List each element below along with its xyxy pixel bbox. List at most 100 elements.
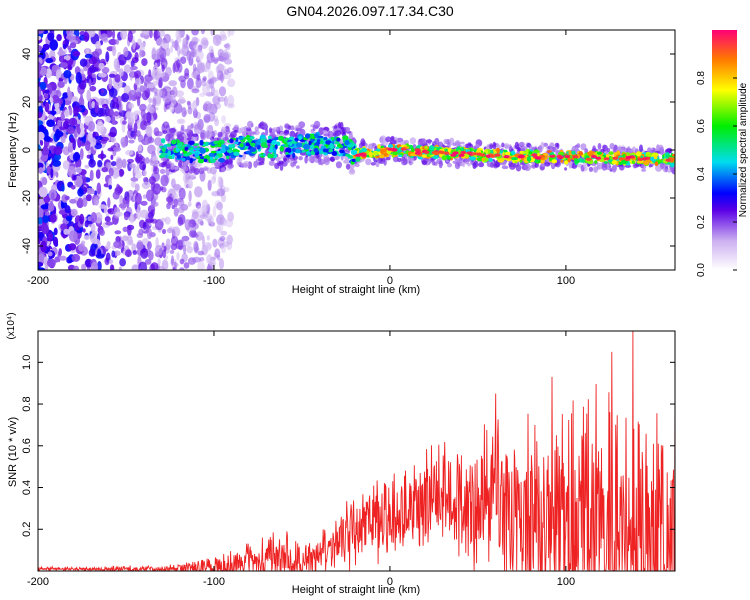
spectrogram-noise-cell	[176, 59, 181, 69]
spectrogram-noise-cell	[208, 45, 214, 54]
spectrogram-band-halo	[242, 152, 246, 160]
spectrogram-noise-cell	[134, 70, 142, 79]
spectrogram-band-cell	[511, 157, 518, 161]
spectrogram-noise-cell	[225, 218, 234, 228]
spectrogram-noise-cell	[41, 224, 49, 235]
spectrogram-band-cell	[608, 151, 614, 155]
spectrogram-noise-cell	[118, 266, 122, 270]
spectrogram-band-cell	[424, 146, 428, 149]
spectrogram-noise-cell	[141, 58, 148, 67]
spectrogram-band-cell	[319, 140, 324, 145]
spectrogram-band-halo	[385, 157, 391, 161]
spectrogram-band-cell	[350, 143, 355, 148]
spectrogram-noise-cell	[46, 119, 55, 127]
spectrogram-noise-cell	[142, 169, 147, 177]
spectrogram-noise-cell	[138, 228, 144, 236]
spectrogram-y-tick-label: 40	[21, 48, 33, 60]
spectrogram-band-cell	[496, 147, 500, 154]
spectrogram-marks	[38, 30, 675, 270]
spectrogram-noise-cell	[134, 156, 142, 163]
spectrogram-noise-cell	[120, 30, 127, 40]
spectrogram-noise-cell	[65, 30, 70, 35]
spectrogram-noise-cell	[224, 42, 231, 51]
spectrogram-noise-cell	[195, 77, 202, 88]
spectrogram-noise-cell	[40, 240, 47, 253]
spectrogram-noise-cell	[160, 174, 169, 187]
spectrogram-noise-cell	[206, 235, 210, 241]
spectrogram-noise-cell	[148, 250, 154, 261]
spectrogram-noise-cell	[43, 215, 49, 224]
spectrogram-band-halo	[464, 159, 470, 165]
spectrogram-band-halo	[258, 122, 265, 127]
spectrogram-noise-cell	[132, 40, 136, 50]
spectrogram-peak-cell	[637, 157, 644, 161]
spectrogram-noise-cell	[128, 139, 135, 144]
spectrogram-band-cell	[335, 146, 340, 150]
spectrogram-noise-cell	[100, 150, 104, 161]
spectrogram-band-halo	[518, 141, 525, 148]
spectrogram-band-halo	[401, 158, 408, 166]
spectrogram-noise-cell	[111, 250, 116, 258]
spectrogram-band-halo	[166, 163, 171, 169]
spectrogram-peak-cell	[603, 157, 610, 161]
spectrogram-band-cell	[171, 153, 175, 160]
spectrogram-noise-cell	[108, 184, 112, 190]
spectrogram-band-halo	[524, 163, 532, 172]
spectrogram-noise-cell	[69, 198, 77, 204]
spectrogram-noise-cell	[170, 45, 174, 53]
spectrogram-band-cell	[171, 139, 177, 145]
spectrogram-noise-cell	[220, 71, 224, 84]
spectrogram-noise-cell	[70, 137, 74, 143]
spectrogram-noise-cell	[70, 208, 78, 217]
spectrogram-noise-cell	[80, 93, 83, 104]
spectrogram-noise-cell	[165, 66, 172, 77]
spectrogram-noise-cell	[88, 78, 92, 87]
spectrogram-noise-cell	[54, 239, 58, 247]
spectrogram-noise-cell	[108, 73, 116, 78]
spectrogram-noise-cell	[56, 34, 62, 42]
spectrogram-band-halo	[335, 161, 342, 169]
spectrogram-band-cell	[267, 135, 272, 140]
spectrogram-noise-cell	[218, 86, 227, 97]
spectrogram-noise-cell	[148, 97, 153, 104]
spectrogram-band-cell	[594, 160, 598, 164]
spectrogram-band-halo	[293, 160, 298, 164]
spectrogram-noise-cell	[148, 106, 155, 114]
spectrogram-noise-cell	[184, 219, 191, 231]
spectrogram-noise-cell	[140, 109, 146, 119]
spectrogram-band-halo	[186, 137, 192, 141]
spectrogram-band-halo	[421, 160, 427, 166]
snr-y-tick-label: 0.2	[21, 522, 33, 537]
spectrogram-peak-cell	[450, 153, 457, 157]
spectrogram-band-cell	[653, 155, 658, 160]
spectrogram-band-halo	[458, 158, 463, 165]
spectrogram-band-cell	[316, 139, 321, 145]
spectrogram-noise-cell	[105, 221, 114, 226]
spectrogram-band-halo	[285, 159, 290, 163]
spectrogram-band-halo	[588, 166, 594, 172]
spectrogram-peak-cell	[458, 153, 465, 157]
spectrogram-band-cell	[271, 140, 277, 145]
spectrogram-noise-cell	[136, 96, 141, 107]
spectrogram-band-halo	[519, 161, 524, 166]
spectrogram-noise-cell	[38, 30, 45, 34]
spectrogram-band-halo	[208, 131, 216, 137]
spectrogram-band-halo	[278, 160, 284, 165]
spectrogram-noise-cell	[57, 50, 66, 56]
spectrogram-band-cell	[314, 133, 319, 138]
spectrogram-band-halo	[503, 143, 510, 149]
spectrogram-noise-cell	[197, 62, 205, 74]
spectrogram-band-cell	[301, 150, 306, 153]
spectrogram-noise-cell	[173, 207, 179, 217]
snr-y-tick-label: 0.6	[21, 438, 33, 453]
spectrogram-band-cell	[387, 144, 394, 148]
spectrogram-noise-cell	[148, 176, 156, 185]
spectrogram-band-cell	[199, 153, 203, 157]
spectrogram-noise-cell	[65, 215, 73, 222]
spectrogram-band-cell	[184, 143, 188, 147]
spectrogram-band-halo	[170, 162, 175, 171]
spectrogram-noise-cell	[71, 253, 81, 262]
spectrogram-noise-cell	[221, 49, 229, 58]
spectrogram-band-cell	[286, 154, 291, 158]
spectrogram-noise-cell	[129, 163, 136, 169]
